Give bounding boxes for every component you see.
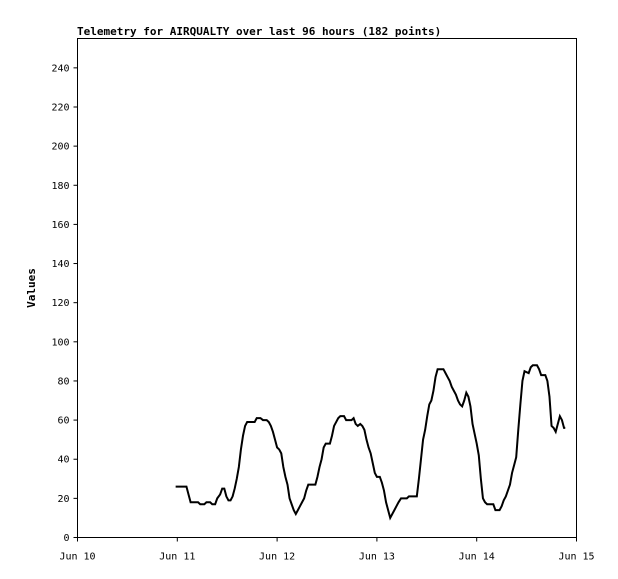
y-axis: 0 20 40 60 80 100 120 140 160 180 200 220 240 [51,63,78,544]
plot-area [77,38,577,538]
chart-title: Telemetry for AIRQUALTY over last 96 hou… [77,25,441,38]
y-tick-label: 140 [51,259,69,270]
y-tick-label: 80 [57,376,69,387]
x-tick-label: Jun 15 [558,552,594,563]
x-axis: Jun 10 Jun 11 Jun 12 Jun 13 Jun 14 Jun 15 [59,537,595,563]
y-tick-label: 200 [51,142,69,153]
y-axis-label: Values [25,268,38,308]
x-tick-label: Jun 14 [459,552,495,563]
y-tick-label: 220 [51,102,69,113]
x-tick-label: Jun 11 [159,552,195,563]
y-tick-label: 180 [51,181,69,192]
y-tick-label: 60 [57,416,69,427]
x-tick-label: Jun 12 [259,552,295,563]
y-tick-label: 20 [57,494,69,505]
y-tick-label: 40 [57,455,69,466]
series-layer [175,364,566,521]
y-tick-label: 160 [51,220,69,231]
y-tick-label: 240 [51,63,69,74]
y-tick-label: 120 [51,298,69,309]
y-tick-label: 100 [51,337,69,348]
x-tick-label: Jun 10 [59,552,95,563]
series-line [175,364,566,521]
y-tick-label: 0 [63,533,69,544]
x-tick-label: Jun 13 [359,552,395,563]
